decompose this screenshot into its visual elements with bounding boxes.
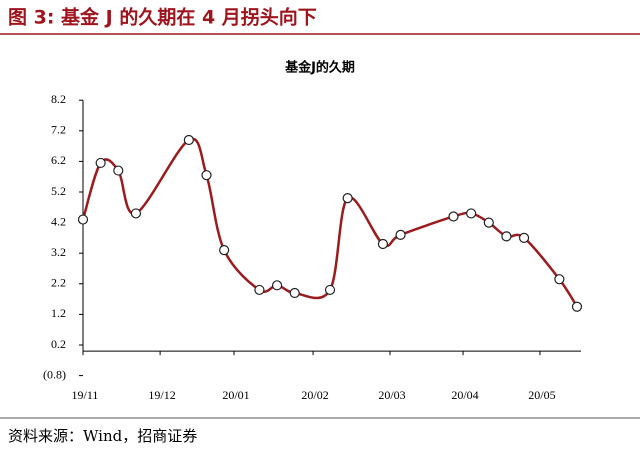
point bbox=[77, 214, 89, 225]
point bbox=[183, 134, 194, 146]
y-tick-label: 5.2 bbox=[51, 184, 66, 198]
point bbox=[554, 274, 565, 285]
y-tick-label: 0.2 bbox=[51, 337, 66, 351]
point bbox=[466, 208, 477, 219]
point bbox=[95, 157, 106, 169]
point bbox=[395, 229, 406, 240]
point bbox=[219, 245, 230, 256]
x-tick-label: 20/03 bbox=[378, 388, 405, 402]
figure-title: 图 3: 基金 J 的久期在 4 月拐头向下 bbox=[8, 6, 317, 29]
point bbox=[289, 287, 300, 299]
point bbox=[254, 284, 265, 296]
point bbox=[377, 238, 389, 250]
point bbox=[130, 208, 142, 219]
x-tick-label: 19/11 bbox=[72, 388, 99, 402]
y-tick-label: 3.2 bbox=[51, 245, 66, 259]
point bbox=[501, 231, 512, 242]
x-tick-label: 20/02 bbox=[301, 388, 328, 402]
x-tick-label: 20/01 bbox=[222, 388, 249, 402]
y-tick-label: 8.2 bbox=[51, 92, 66, 106]
y-tick-label: 2.2 bbox=[51, 276, 66, 290]
point bbox=[571, 301, 583, 312]
point bbox=[342, 193, 353, 204]
x-tick-label: 20/05 bbox=[528, 388, 555, 402]
source: 资料来源：Wind，招商证券 bbox=[8, 427, 197, 445]
series-line bbox=[81, 137, 579, 308]
point bbox=[518, 232, 530, 243]
point bbox=[324, 284, 336, 296]
point bbox=[483, 217, 494, 228]
y-tick-label: 1.2 bbox=[51, 306, 66, 320]
y-tick-label: 6.2 bbox=[51, 153, 66, 167]
x-tick-label: 20/04 bbox=[451, 388, 478, 402]
x-tick-label: 19/12 bbox=[148, 388, 175, 402]
point bbox=[448, 211, 459, 222]
y-tick-label: 4.2 bbox=[51, 214, 66, 228]
chart-title: 基金J的久期 bbox=[284, 60, 355, 76]
y-tick-label: (0.8) bbox=[43, 367, 66, 381]
point bbox=[113, 165, 124, 176]
point bbox=[201, 170, 212, 181]
y-tick-label: 7.2 bbox=[51, 123, 66, 137]
point bbox=[271, 280, 283, 291]
